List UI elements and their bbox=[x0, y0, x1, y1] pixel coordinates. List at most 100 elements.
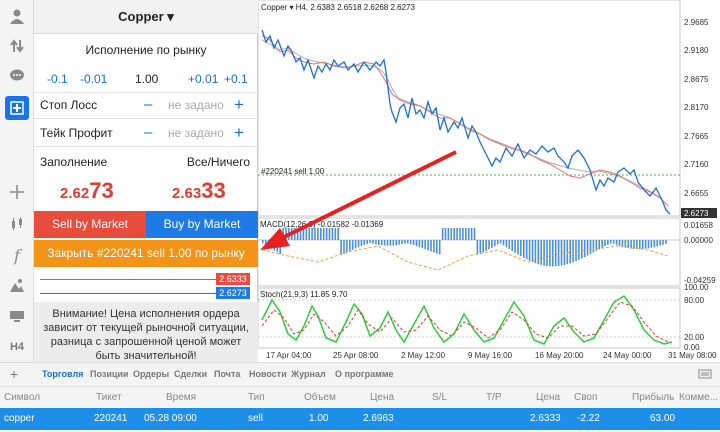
column-header[interactable]: Объем bbox=[304, 392, 336, 403]
volume-plus-small-button[interactable]: +0.01 bbox=[188, 72, 219, 86]
function-icon[interactable]: f bbox=[14, 245, 20, 265]
execution-type[interactable]: Исполнение по рынку bbox=[85, 43, 207, 57]
crosshair-icon[interactable] bbox=[5, 180, 29, 204]
column-header[interactable]: Комме... bbox=[679, 392, 719, 403]
sell-by-market-button[interactable]: Sell by Market bbox=[34, 211, 146, 238]
chat-icon[interactable] bbox=[5, 64, 29, 88]
quotes-row: 2.6273 2.6333 bbox=[34, 178, 258, 206]
column-header[interactable]: Цена bbox=[536, 392, 561, 403]
objects-icon[interactable] bbox=[5, 273, 29, 297]
column-header[interactable]: T/P bbox=[486, 392, 502, 403]
macd-bar bbox=[586, 240, 589, 256]
time-tick: 24 May 00:00 bbox=[603, 351, 652, 360]
add-icon[interactable]: + bbox=[10, 366, 19, 382]
macd-bar bbox=[592, 240, 595, 253]
column-header[interactable]: Тикет bbox=[96, 392, 122, 403]
ask-level: 2.6333 bbox=[34, 272, 258, 286]
bid-price: 2.6273 bbox=[60, 178, 114, 204]
macd-bar bbox=[296, 228, 299, 240]
stop-loss-input[interactable]: не задано bbox=[168, 98, 224, 112]
macd-bar bbox=[537, 240, 540, 265]
chart-header: Copper ▾ H4, 2.6383 2.6518 2.6268 2.6273 bbox=[261, 3, 415, 12]
tab-news[interactable]: Новости bbox=[249, 369, 287, 379]
macd-bar bbox=[401, 240, 403, 245]
tab-trade[interactable]: Торговля bbox=[42, 369, 84, 379]
column-header[interactable]: Цена bbox=[370, 392, 395, 403]
table-row[interactable]: copper 220241 05.28 09:00 sell 1.00 2.69… bbox=[0, 408, 720, 430]
macd-bar bbox=[430, 240, 432, 252]
macd-bar bbox=[383, 240, 386, 246]
transfer-icon[interactable] bbox=[5, 34, 29, 58]
user-icon[interactable] bbox=[5, 4, 29, 28]
macd-bar bbox=[351, 240, 354, 250]
stoch-tick: 20.00 bbox=[684, 333, 705, 342]
stop-loss-minus-button[interactable]: – bbox=[144, 96, 153, 113]
column-header[interactable]: Тип bbox=[248, 392, 265, 403]
macd-bar bbox=[424, 240, 426, 250]
macd-bar bbox=[595, 240, 598, 251]
macd-bar bbox=[639, 240, 641, 250]
macd-bar bbox=[653, 240, 656, 248]
macd-bar bbox=[578, 240, 580, 260]
column-header[interactable]: S/L bbox=[432, 392, 448, 403]
price-line bbox=[261, 29, 671, 215]
macd-bar bbox=[630, 240, 632, 249]
layout-icon[interactable] bbox=[698, 367, 712, 383]
stop-loss-plus-button[interactable]: + bbox=[234, 95, 244, 114]
left-toolbar: f H4 bbox=[0, 0, 34, 362]
stoch-tick: 80.00 bbox=[684, 296, 705, 305]
macd-bar bbox=[517, 240, 519, 255]
row-profit: 63.00 bbox=[650, 413, 676, 424]
volume-value[interactable]: 1.00 bbox=[135, 72, 159, 86]
column-header[interactable]: Прибыль bbox=[632, 392, 675, 403]
macd-bar bbox=[659, 240, 661, 246]
macd-bar bbox=[491, 240, 493, 248]
symbol-selector[interactable]: Copper ▾ bbox=[34, 0, 258, 34]
macd-label: MACD(12,26,9) -0.01582 -0.01369 bbox=[260, 220, 384, 229]
tab-mail[interactable]: Почта bbox=[214, 369, 241, 379]
macd-bar bbox=[441, 228, 444, 240]
time-tick: 31 May 08:00 bbox=[668, 351, 717, 360]
take-profit-minus-button[interactable]: – bbox=[144, 124, 153, 141]
filling-value[interactable]: Все/Ничего bbox=[186, 155, 250, 169]
layout-icon[interactable] bbox=[5, 304, 29, 328]
tab-about[interactable]: О программе bbox=[335, 369, 394, 379]
ask-price: 2.6333 bbox=[172, 178, 226, 204]
close-position-button[interactable]: Закрыть #220241 sell 1.00 по рынку bbox=[34, 240, 258, 267]
filling-row: Заполнение Все/Ничего bbox=[34, 155, 258, 171]
tab-orders[interactable]: Ордеры bbox=[133, 369, 170, 379]
take-profit-input[interactable]: не задано bbox=[168, 126, 224, 140]
timeframe-button[interactable]: H4 bbox=[9, 341, 25, 353]
buy-by-market-button[interactable]: Buy by Market bbox=[146, 211, 258, 238]
macd-bar bbox=[612, 240, 615, 244]
macd-bar bbox=[543, 240, 545, 266]
bid-price-main: 2.62 bbox=[60, 185, 90, 202]
tab-positions[interactable]: Позиции bbox=[90, 369, 129, 379]
time-tick: 25 Apr 08:00 bbox=[333, 351, 379, 360]
order-line-label: #220241 sell 1.00 bbox=[261, 167, 325, 176]
price-tick: 2.7665 bbox=[684, 132, 709, 141]
add-icon[interactable] bbox=[5, 96, 29, 120]
volume-minus-big-button[interactable]: -0.1 bbox=[47, 72, 68, 86]
column-header[interactable]: Символ bbox=[4, 392, 41, 403]
macd-bar bbox=[621, 240, 624, 247]
macd-bar bbox=[317, 228, 319, 240]
chart-area[interactable]: Copper ▾ H4, 2.6383 2.6518 2.6268 2.6273… bbox=[257, 0, 720, 362]
bid-level: 2.6273 bbox=[34, 286, 258, 300]
column-header[interactable]: Время bbox=[166, 392, 197, 403]
volume-minus-small-button[interactable]: -0.01 bbox=[80, 72, 108, 86]
column-header[interactable]: Своп bbox=[574, 392, 598, 403]
volume-plus-big-button[interactable]: +0.1 bbox=[224, 72, 248, 86]
tab-journal[interactable]: Журнал bbox=[291, 369, 326, 379]
take-profit-plus-button[interactable]: + bbox=[234, 123, 244, 142]
chart-svg[interactable]: Copper ▾ H4, 2.6383 2.6518 2.6268 2.6273… bbox=[257, 0, 720, 362]
macd-bar bbox=[583, 240, 586, 257]
macd-bar bbox=[337, 228, 339, 240]
order-panel: Copper ▾ Исполнение по рынку -0.1 -0.01 … bbox=[34, 0, 258, 362]
macd-signal-line bbox=[261, 245, 669, 271]
macd-tick: -0.04259 bbox=[684, 276, 716, 285]
macd-bar bbox=[369, 240, 371, 244]
tab-deals[interactable]: Сделки bbox=[174, 369, 207, 379]
take-profit-row: Тейк Профит – не задано + bbox=[34, 123, 258, 142]
candles-icon[interactable] bbox=[5, 212, 29, 236]
